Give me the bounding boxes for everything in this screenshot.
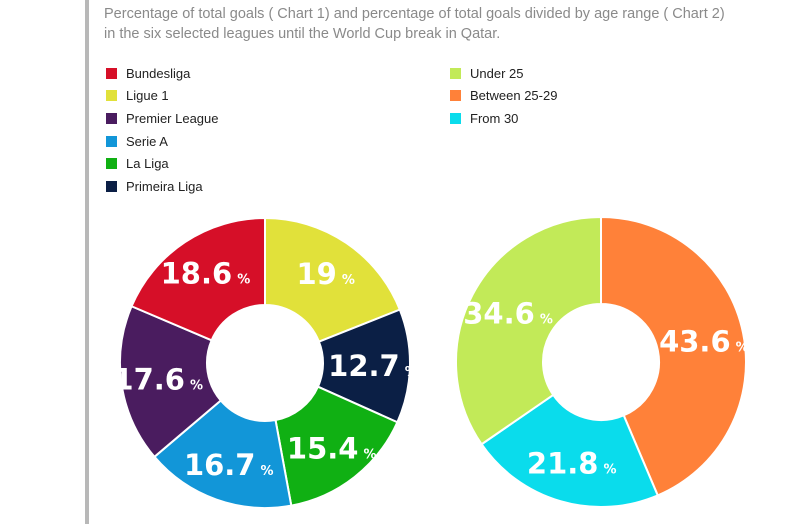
legend-swatch-la-liga xyxy=(106,158,117,170)
slice-la-liga xyxy=(274,385,399,507)
legend-swatch-primeira-liga xyxy=(106,180,117,192)
legend-label-primeira-liga: Primeira Liga xyxy=(126,178,203,194)
slice-unit-under-25: % xyxy=(540,313,553,328)
legend-swatch-under-25 xyxy=(450,67,461,79)
slice-ligue-1 xyxy=(264,216,402,343)
slice-unit-la-liga: % xyxy=(363,447,376,462)
slice-under-25 xyxy=(455,215,602,446)
legend-swatch-bundesliga xyxy=(106,67,117,79)
legend-item-between-25-29: Between 25-29 xyxy=(450,85,557,108)
legend-item-bundesliga: Bundesliga xyxy=(106,62,219,85)
slice-bundesliga xyxy=(130,216,266,342)
slice-label-premier-league: 17.6% xyxy=(113,363,203,397)
legend-swatch-serie-a xyxy=(106,135,117,147)
legend-label-between-25-29: Between 25-29 xyxy=(470,88,558,104)
slice-serie-a xyxy=(153,399,293,509)
legend-item-serie-a: Serie A xyxy=(106,130,219,153)
legend-swatch-premier-league xyxy=(106,112,117,124)
legend-item-from-30: From 30 xyxy=(450,107,557,130)
slice-value-primeira-liga: 12.7 xyxy=(328,349,400,383)
legend-label-serie-a: Serie A xyxy=(126,133,168,149)
chart-title: Percentage of total goals ( Chart 1) and… xyxy=(104,4,784,44)
slice-value-la-liga: 15.4 xyxy=(287,431,359,465)
legend-leagues: Bundesliga Ligue 1 Premier League Serie … xyxy=(106,62,219,198)
slice-unit-bundesliga: % xyxy=(237,272,250,287)
slice-value-under-25: 34.6 xyxy=(463,297,535,331)
slice-value-premier-league: 17.6 xyxy=(113,363,185,397)
legend-swatch-ligue-1 xyxy=(106,90,117,102)
title-line-1: Percentage of total goals ( Chart 1) and… xyxy=(104,6,725,22)
donut-age-ranges: 43.6 %21.8 %34.6% xyxy=(455,215,749,508)
slice-unit-primeira-liga: % xyxy=(405,365,418,380)
slice-unit-serie-a: % xyxy=(261,464,274,479)
slice-value-bundesliga: 18.6 xyxy=(161,256,233,290)
legend-swatch-from-30 xyxy=(450,112,461,124)
slice-value-serie-a: 16.7 xyxy=(184,448,256,482)
slice-value-between-25-29: 43.6 xyxy=(659,324,731,358)
slice-between-25-29 xyxy=(600,215,747,497)
legend-item-primeira-liga: Primeira Liga xyxy=(106,175,219,198)
slice-premier-league xyxy=(119,304,223,459)
slice-unit-ligue-1: % xyxy=(342,273,355,288)
slice-label-bundesliga: 18.6% xyxy=(161,256,251,290)
legend-item-under-25: Under 25 xyxy=(450,62,557,85)
slice-value-from-30: 21.8 xyxy=(527,446,599,480)
slice-label-ligue-1: 19% xyxy=(297,257,355,291)
legend-item-la-liga: La Liga xyxy=(106,152,219,175)
slice-unit-from-30: % xyxy=(603,462,616,477)
slice-from-30 xyxy=(480,393,660,508)
slice-unit-between-25-29: % xyxy=(736,340,749,355)
title-line-2: in the six selected leagues until the Wo… xyxy=(104,26,501,42)
left-accent-bar xyxy=(85,0,89,524)
legend-label-premier-league: Premier League xyxy=(126,110,219,126)
legend-item-premier-league: Premier League xyxy=(106,107,219,130)
legend-label-la-liga: La Liga xyxy=(126,156,169,172)
legend-label-under-25: Under 25 xyxy=(470,65,524,81)
legend-label-from-30: From 30 xyxy=(470,110,519,126)
slice-label-under-25: 34.6% xyxy=(463,297,553,331)
slice-label-between-25-29: 43.6% xyxy=(659,324,749,358)
legend-item-ligue-1: Ligue 1 xyxy=(106,85,219,108)
slice-value-ligue-1: 19 xyxy=(297,257,337,291)
slice-label-la-liga: 15.4% xyxy=(287,431,377,465)
legend-age-ranges: Under 25 Between 25-29 From 30 xyxy=(450,62,557,130)
legend-swatch-between-25-29 xyxy=(450,90,461,102)
legend-label-bundesliga: Bundesliga xyxy=(126,65,191,81)
slice-unit-premier-league: % xyxy=(190,379,203,394)
legend-label-ligue-1: Ligue 1 xyxy=(126,88,169,104)
slice-label-primeira-liga: 12.7% xyxy=(328,349,418,383)
donut-leagues: 19 %12.7 %15.4 %16.7 %17.6 %18.6% xyxy=(113,216,418,509)
slice-label-serie-a: 16.7% xyxy=(184,448,274,482)
slice-label-from-30: 21.8% xyxy=(527,446,617,480)
